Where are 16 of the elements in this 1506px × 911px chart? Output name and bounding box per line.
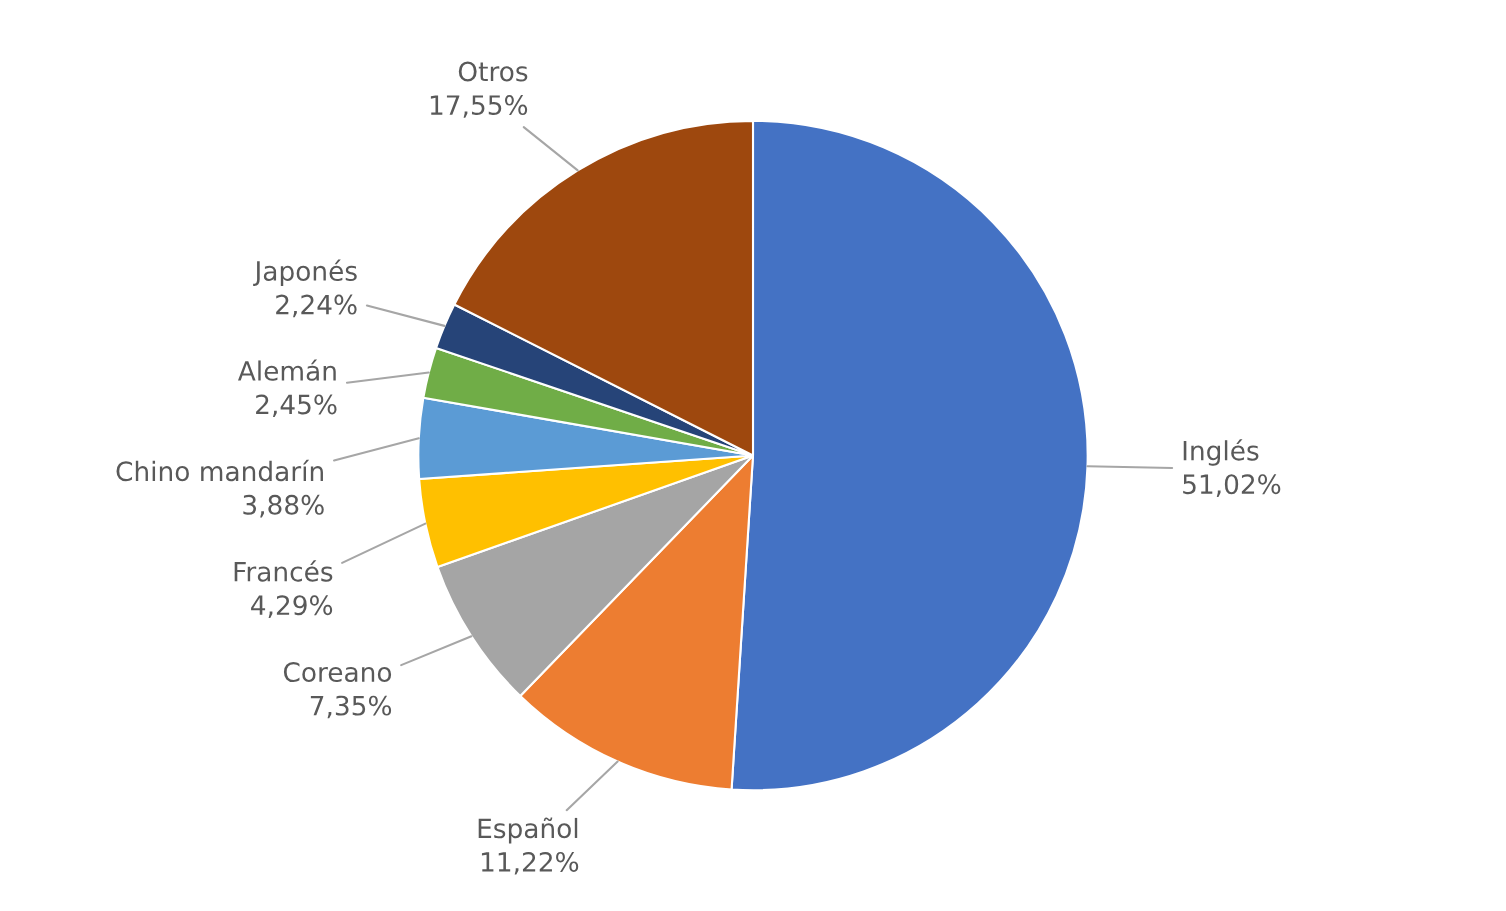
slice-label: Japonés [253,259,357,287]
data-label: 4,29% [251,595,333,618]
slice-label: Francés [234,560,333,582]
data-label: 51,02% [1183,474,1281,497]
data-label: 2,24% [276,294,357,318]
data-label: 7,35% [310,695,392,719]
data-label: 2,45% [256,394,337,418]
data-label: 3,88% [243,494,324,518]
slice-label: Alemán [237,359,336,381]
data-label: 11,22% [481,851,579,875]
slice-label: Español [478,817,578,844]
slice-label: Inglés [1183,439,1259,466]
slice-label: Otros [458,61,528,82]
slice-label: Coreano [283,662,392,683]
data-label: 17,55% [430,95,528,118]
slice-label: Chino mandarín [116,459,323,482]
